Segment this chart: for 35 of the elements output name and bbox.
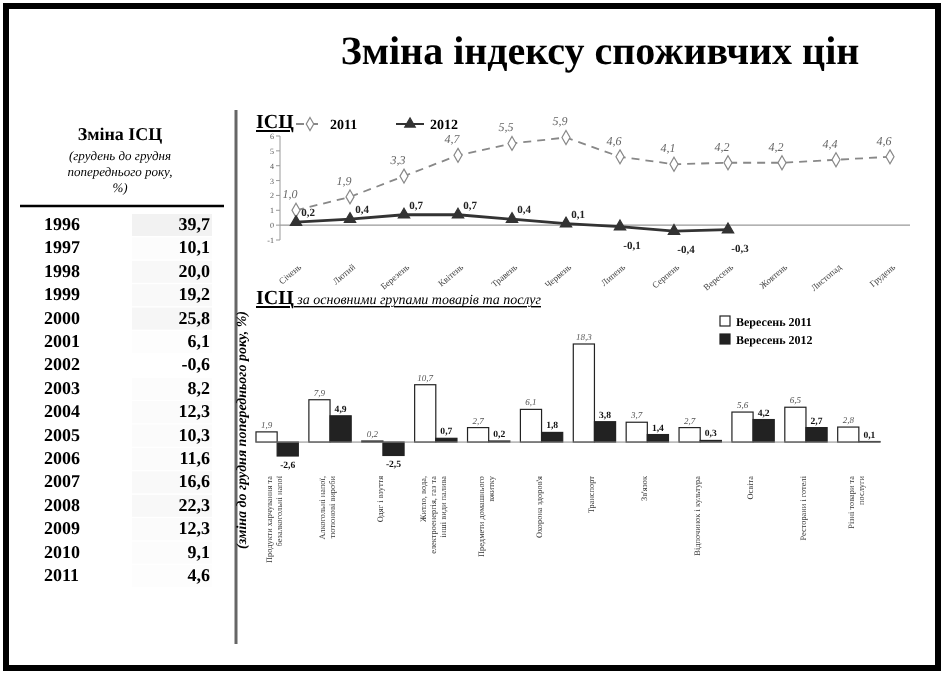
y-tick-label: 1998 — [44, 260, 81, 281]
data-label: 10,1 — [178, 237, 211, 258]
data-label: 22,3 — [178, 494, 211, 515]
data-label: 11,6 — [179, 448, 211, 468]
y-tick-label: 2003 — [44, 377, 81, 398]
data-label: 39,7 — [178, 214, 211, 234]
y-tick-label: 2010 — [44, 541, 81, 562]
y-tick-label: 2008 — [44, 494, 81, 515]
y-tick-label: 2007 — [44, 471, 81, 492]
chart-subtitle: Зміна ІСЦ — [77, 124, 163, 144]
chart-title: Зміна індексу споживчих цін — [340, 30, 860, 74]
y-tick-label: 2002 — [44, 354, 81, 375]
data-label: 6,1 — [187, 331, 211, 351]
y-tick-label: 2000 — [44, 307, 81, 328]
y-tick-label: 2001 — [44, 331, 81, 351]
data-label: 25,8 — [178, 307, 211, 328]
y-tick-label: 2006 — [44, 448, 81, 468]
y-tick-label: 2005 — [44, 424, 81, 445]
data-label: 4,6 — [187, 565, 211, 585]
y-tick-label: 1999 — [44, 284, 81, 305]
y-tick-label: 1996 — [44, 214, 81, 234]
y-tick-label: 2004 — [44, 401, 81, 422]
data-label: 12,3 — [178, 518, 211, 539]
y-tick-label: 1997 — [44, 237, 81, 258]
data-label: 12,3 — [178, 401, 211, 422]
data-label: 20,0 — [178, 260, 211, 281]
y-tick-label: 2009 — [44, 518, 81, 539]
data-label: 9,1 — [187, 541, 211, 562]
data-label: 10,3 — [178, 424, 211, 445]
y-tick-label: 2011 — [44, 565, 81, 585]
data-label: 16,6 — [178, 471, 211, 492]
chart-subtitle: ІСЦ — [256, 112, 295, 134]
data-label: 8,2 — [187, 377, 211, 398]
data-label: -0,6 — [181, 354, 211, 375]
data-label: 19,2 — [178, 284, 211, 305]
